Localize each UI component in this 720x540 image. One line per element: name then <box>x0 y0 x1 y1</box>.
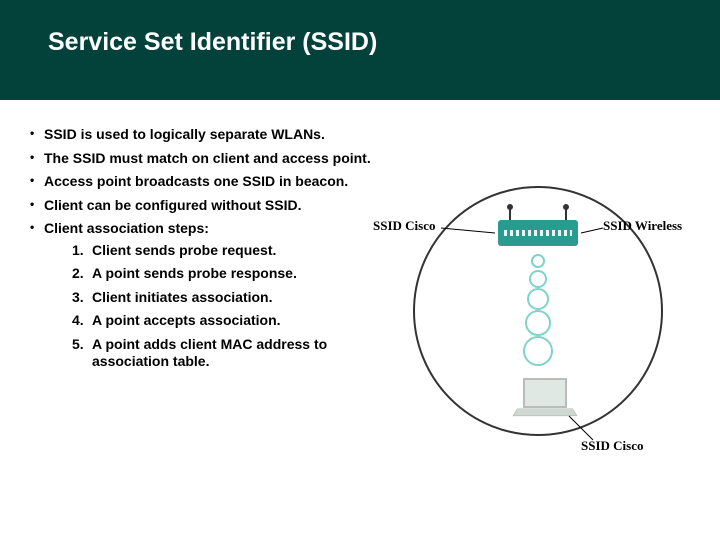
bullet-item: SSID is used to logically separate WLANs… <box>28 126 383 144</box>
signal-wave-icon <box>531 254 545 268</box>
signal-wave-icon <box>527 288 549 310</box>
bullet-list: SSID is used to logically separate WLANs… <box>28 126 383 476</box>
title-bar: Service Set Identifier (SSID) <box>0 0 720 100</box>
step-text: A point sends probe response. <box>92 265 297 281</box>
step-text: A point adds client MAC address to assoc… <box>92 336 327 370</box>
laptop-icon <box>515 378 575 422</box>
step-item: 3.Client initiates association. <box>72 289 383 307</box>
bullet-item: Access point broadcasts one SSID in beac… <box>28 173 383 191</box>
ssid-diagram: SSID Cisco SSID Wireless SSID Cisco <box>383 126 703 476</box>
step-item: 2.A point sends probe response. <box>72 265 383 283</box>
ssid-label-right: SSID Wireless <box>603 218 682 234</box>
step-text: Client sends probe request. <box>92 242 276 258</box>
bullet-item: Client can be configured without SSID. <box>28 197 383 215</box>
bullet-item: Client association steps: 1.Client sends… <box>28 220 383 371</box>
step-item: 4.A point accepts association. <box>72 312 383 330</box>
signal-wave-icon <box>523 336 553 366</box>
signal-wave-icon <box>529 270 547 288</box>
bullet-text: Client association steps: <box>44 220 209 236</box>
page-title: Service Set Identifier (SSID) <box>48 28 720 57</box>
step-item: 1.Client sends probe request. <box>72 242 383 260</box>
ssid-label-bottom: SSID Cisco <box>581 438 644 454</box>
ssid-label-left: SSID Cisco <box>373 218 436 234</box>
step-text: A point accepts association. <box>92 312 281 328</box>
content-area: SSID is used to logically separate WLANs… <box>0 100 720 476</box>
bullet-item: The SSID must match on client and access… <box>28 150 383 168</box>
signal-wave-icon <box>525 310 551 336</box>
step-item: 5.A point adds client MAC address to ass… <box>72 336 383 371</box>
access-point-icon <box>498 220 578 246</box>
step-text: Client initiates association. <box>92 289 273 305</box>
